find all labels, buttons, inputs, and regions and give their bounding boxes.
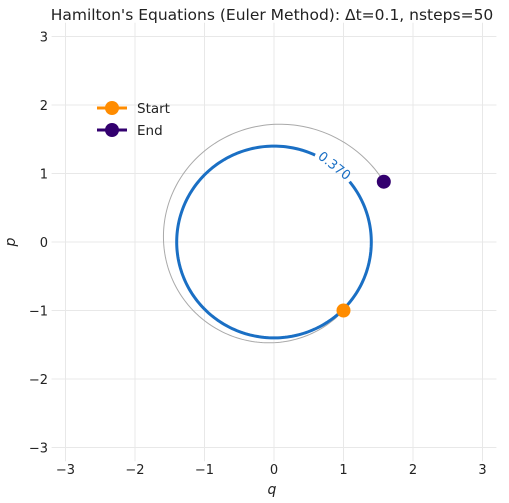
x-tick-label: −3 <box>56 463 75 478</box>
y-tick-label: 0 <box>40 236 48 251</box>
legend: Start End <box>97 101 170 139</box>
y-tick-label: −2 <box>29 373 48 388</box>
contour-label: 0.370 <box>315 149 354 184</box>
y-tick-labels: −3 −2 −1 0 1 2 3 <box>29 31 48 457</box>
x-tick-label: 3 <box>478 463 486 478</box>
x-tick-label: 2 <box>409 463 417 478</box>
y-tick-label: −3 <box>29 442 48 457</box>
x-tick-label: −1 <box>195 463 214 478</box>
y-tick-label: −1 <box>29 305 48 320</box>
x-tick-label: 1 <box>339 463 347 478</box>
energy-contour <box>175 144 373 340</box>
x-tick-label: 0 <box>270 463 278 478</box>
legend-end-marker <box>105 123 119 137</box>
y-tick-label: 1 <box>40 168 48 183</box>
trajectory-line <box>162 123 385 344</box>
end-point-marker <box>376 174 391 189</box>
x-axis-label: q <box>268 482 277 498</box>
legend-start-marker <box>105 101 119 115</box>
y-tick-label: 2 <box>40 99 48 114</box>
grid-lines <box>51 22 497 462</box>
x-tick-label: −2 <box>125 463 144 478</box>
legend-start-label: Start <box>137 101 170 117</box>
y-tick-label: 3 <box>40 31 48 46</box>
x-tick-labels: −3 −2 −1 0 1 2 3 <box>56 463 487 478</box>
legend-end-label: End <box>137 123 163 139</box>
y-axis-label: p <box>3 237 19 247</box>
start-point-marker <box>336 303 351 318</box>
chart-title: Hamilton's Equations (Euler Method): Δt=… <box>51 6 494 24</box>
